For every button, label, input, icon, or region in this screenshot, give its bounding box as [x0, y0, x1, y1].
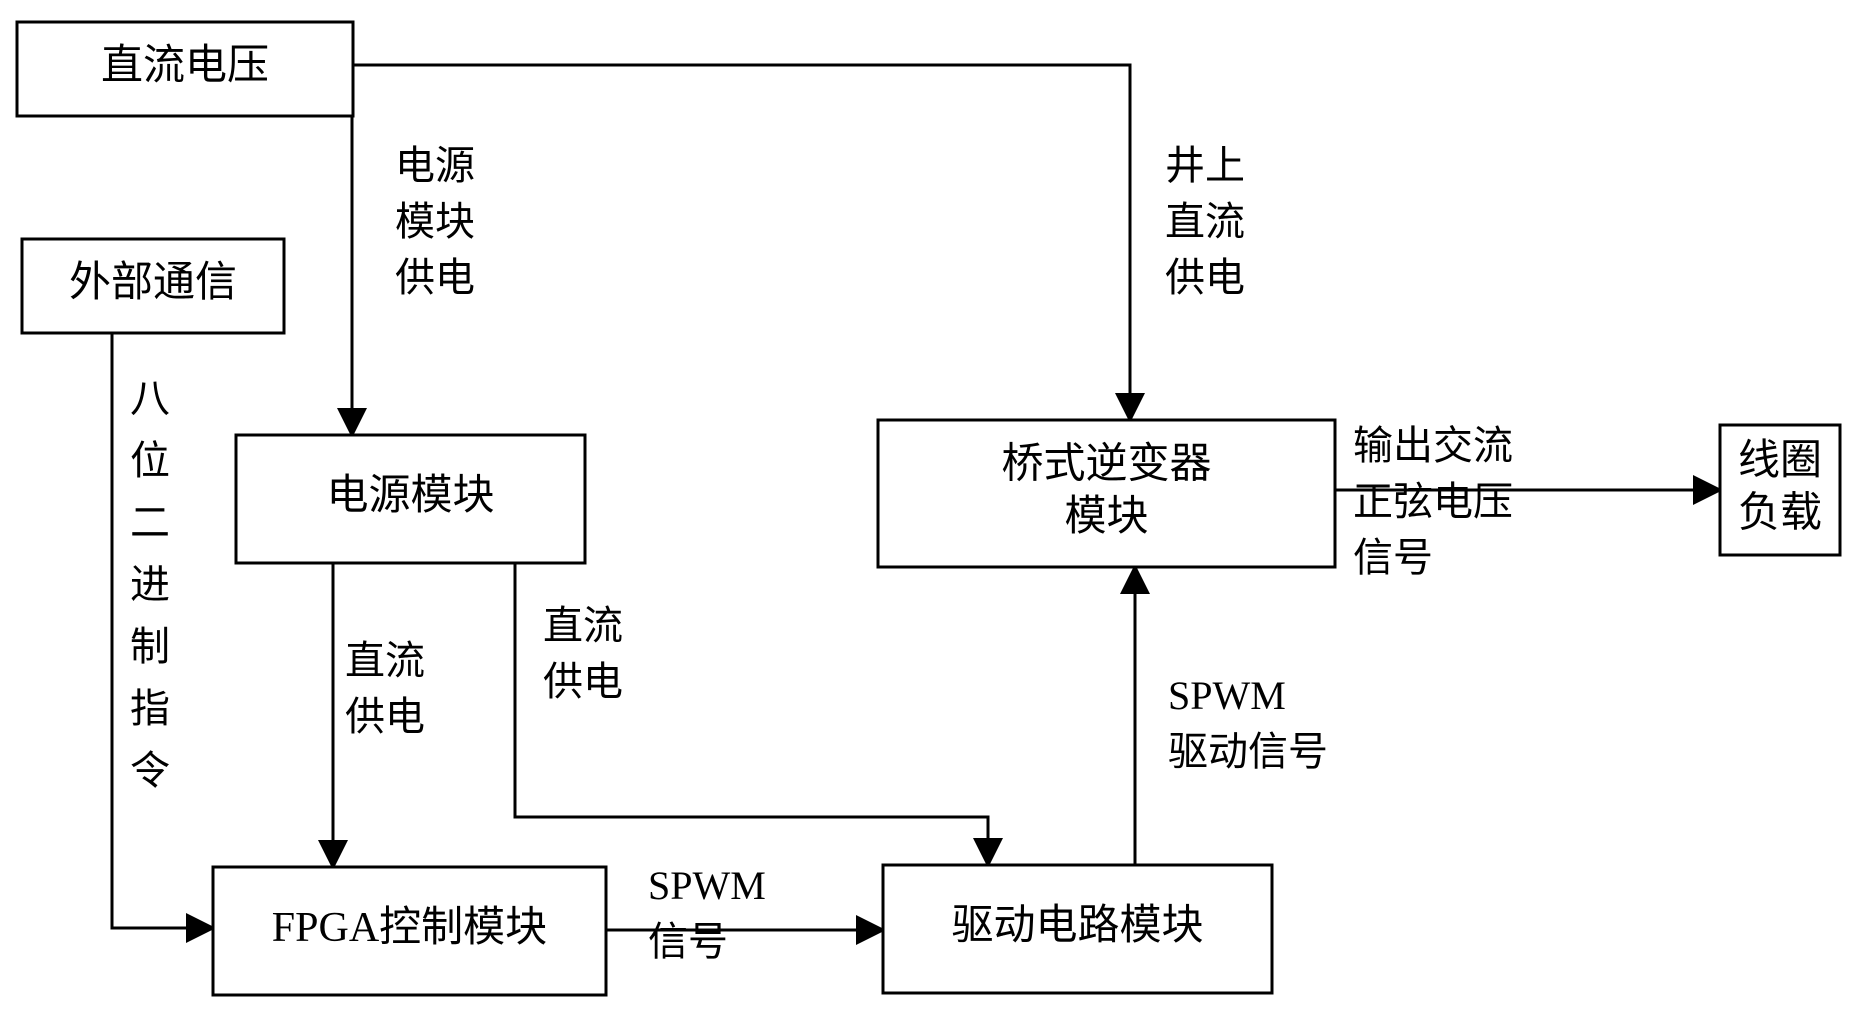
node-dc_voltage: 直流电压	[17, 22, 353, 116]
node-label: 外部通信	[69, 260, 237, 306]
edge-bridge-to-coil: 输出交流正弦电压信号	[1335, 423, 1720, 580]
edge-psu-to-driver: 直流供电	[515, 563, 988, 865]
edge-ext-to-fpga: 八位二进制指令	[112, 333, 213, 928]
node-label: 驱动电路模块	[951, 903, 1203, 949]
edge-label-vertical: 八位二进制指令	[130, 376, 170, 793]
edge-label: SPWM信号	[648, 863, 766, 964]
edge-label: 电源模块供电	[395, 143, 475, 300]
edge-label: 直流供电	[345, 638, 425, 739]
edge-driver-to-bridge: SPWM驱动信号	[1135, 567, 1328, 865]
edge-label: 直流供电	[543, 603, 623, 704]
edge-dc-to-bridge: 井上直流供电	[353, 65, 1245, 420]
edge-label: 井上直流供电	[1165, 143, 1245, 300]
node-label: FPGA控制模块	[272, 905, 547, 951]
nodes-layer: 直流电压外部通信电源模块 桥式逆变器模块 线圈负载 FPGA控制模块 驱动电路模块	[17, 22, 1840, 995]
node-fpga: FPGA控制模块	[213, 867, 606, 995]
edge-psu-to-fpga: 直流供电	[333, 563, 425, 867]
node-driver: 驱动电路模块	[883, 865, 1272, 993]
edge-dc-to-psu: 电源模块供电	[352, 116, 475, 435]
node-coil_load: 线圈负载	[1720, 425, 1840, 555]
node-label: 直流电压	[101, 43, 269, 89]
edge-fpga-to-driver: SPWM信号	[606, 863, 883, 964]
node-ext_comm: 外部通信	[22, 239, 284, 333]
edge-label: SPWM驱动信号	[1168, 673, 1328, 774]
node-label: 电源模块	[326, 473, 494, 519]
node-psu: 电源模块	[236, 435, 585, 563]
node-bridge_inv: 桥式逆变器模块	[878, 420, 1335, 567]
edge-label: 输出交流正弦电压信号	[1353, 423, 1513, 580]
